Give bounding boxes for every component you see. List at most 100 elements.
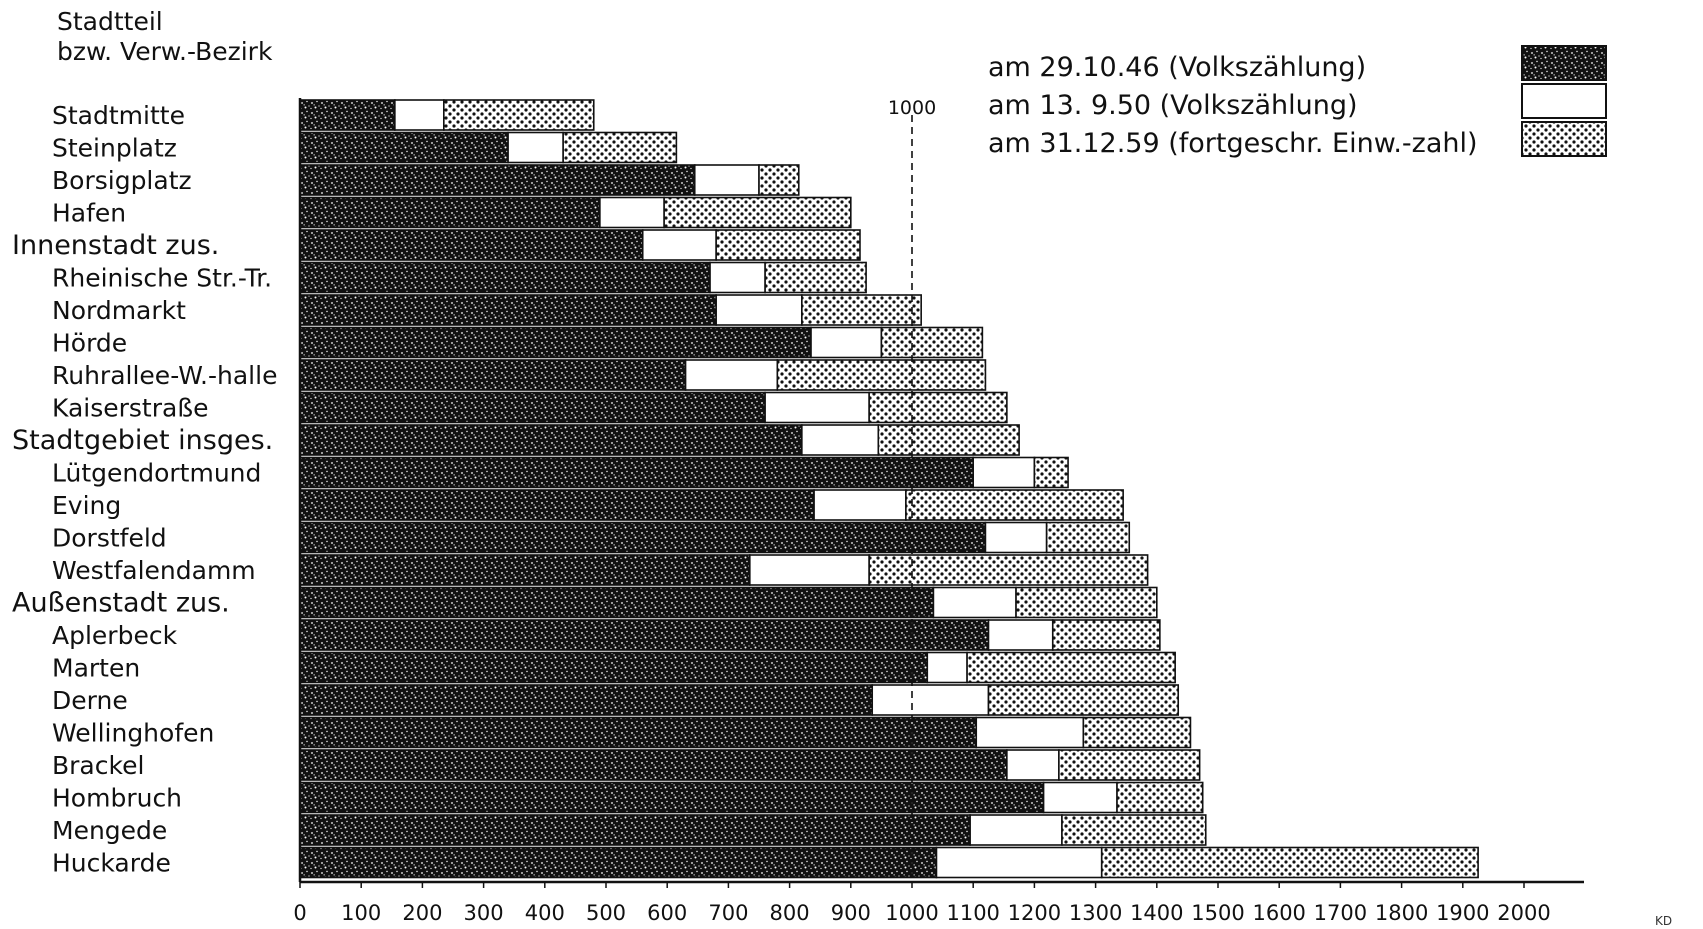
bar-segment-1959 (966, 651, 1176, 684)
bar-row-hombruch (299, 781, 1204, 814)
bar-segment-1959 (562, 131, 678, 164)
category-label: Außenstadt zus. (12, 588, 230, 619)
bar-row-westfalendamm (299, 554, 1149, 586)
bar-row-hafen (299, 196, 852, 229)
x-tick-label: 500 (586, 901, 626, 925)
bar-segment-1959 (764, 261, 867, 294)
bar-segment-1950 (926, 651, 968, 684)
x-tick-label: 200 (402, 901, 442, 925)
y-axis-title-line2: bzw. Verw.-Bezirk (57, 37, 273, 66)
bar-segment-1950 (935, 846, 1103, 879)
bar-segment-1946 (299, 391, 766, 424)
bar-segment-1959 (880, 326, 984, 359)
bar-segment-1950 (871, 684, 990, 716)
bar-segment-1946 (299, 619, 990, 651)
x-tick-label: 600 (647, 901, 687, 925)
bar-row-ruhrallee-w-halle (299, 359, 987, 391)
bar-segment-1950 (641, 229, 717, 261)
legend-swatch-segment-1946 (1521, 45, 1607, 81)
bar-segment-1959 (1061, 814, 1207, 846)
category-label: Westfalendamm (52, 556, 256, 585)
category-label: Borsigplatz (52, 166, 192, 195)
category-labels: Stadtmitte Steinplatz Borsigplatz HafenInne… (12, 101, 277, 878)
x-tick-label: 1100 (946, 901, 999, 925)
bar-segment-1946 (299, 716, 978, 749)
bar-row-derne (299, 684, 1180, 716)
category-label: Stadtgebiet insges. (12, 425, 273, 456)
bar-segment-1946 (299, 229, 644, 261)
category-label: Wellinghofen (52, 719, 214, 748)
bar-segment-1946 (299, 554, 751, 586)
x-tick-label: 1300 (1069, 901, 1122, 925)
bar-segment-1946 (299, 456, 975, 489)
x-tick-label: 1200 (1008, 901, 1061, 925)
bar-segment-1950 (975, 716, 1085, 749)
x-tick-label: 1500 (1191, 901, 1244, 925)
bar-segment-1959 (1051, 619, 1161, 651)
bar-row-brackel (299, 749, 1201, 781)
x-tick-label: 300 (464, 901, 504, 925)
bar-segment-1946 (299, 521, 987, 554)
bar-segment-1959 (1058, 749, 1201, 781)
category-label: Derne (52, 686, 128, 715)
category-label: Hafen (52, 199, 126, 228)
bar-segment-1950 (599, 196, 665, 229)
bar-segment-1959 (1100, 846, 1479, 879)
bar-segment-1946 (299, 846, 938, 879)
category-label: Hombruch (52, 784, 182, 813)
bar-segment-1950 (1042, 781, 1118, 814)
bar-row-aussenstadt-zus (299, 586, 1158, 619)
x-tick-label: 1800 (1375, 901, 1428, 925)
x-tick-label: 1900 (1436, 901, 1489, 925)
category-label: Mengede (52, 816, 167, 845)
bar-row-hoerde (299, 326, 984, 359)
bar-segment-1946 (299, 586, 935, 619)
bar-segment-1959 (776, 359, 987, 391)
bar-segment-1946 (299, 749, 1008, 781)
category-label: Nordmarkt (52, 296, 186, 325)
bar-row-huckarde (299, 846, 1479, 879)
bar-segment-1950 (1006, 749, 1060, 781)
category-label: Eving (52, 491, 121, 520)
bar-row-stadtgebiet-insges (299, 424, 1020, 456)
bar-segment-1950 (715, 294, 803, 326)
category-label: Lütgendortmund (52, 459, 261, 488)
x-tick-label: 2000 (1497, 901, 1550, 925)
x-tick-label: 1700 (1314, 901, 1367, 925)
x-tick-label: 900 (831, 901, 871, 925)
bar-row-dorstfeld (299, 521, 1131, 554)
bar-segment-1959 (801, 294, 922, 326)
legend-label-segment-1959: am 31.12.59 (fortgeschr. Einw.-zahl) (988, 128, 1478, 159)
x-tick-label: 800 (770, 901, 810, 925)
bar-segment-1959 (1015, 586, 1158, 619)
bar-segment-1950 (764, 391, 870, 424)
reference-line-label: 1000 (888, 97, 936, 119)
corner-mark: KD (1655, 914, 1672, 928)
bar-segment-1950 (693, 164, 760, 196)
bar-segment-1959 (905, 489, 1124, 521)
x-tick-label: 0 (293, 901, 306, 925)
bar-row-eving (299, 489, 1124, 521)
bar-segment-1959 (868, 554, 1149, 586)
bar-segment-1950 (987, 619, 1054, 651)
bar-row-marten (299, 651, 1176, 684)
bar-segment-1946 (299, 131, 509, 164)
bar-segment-1959 (1045, 521, 1131, 554)
bar-segment-1946 (299, 99, 396, 131)
bar-row-nordmarkt (299, 294, 922, 326)
bar-segment-1959 (663, 196, 852, 229)
bar-segment-1959 (758, 164, 800, 196)
bar-segment-1946 (299, 326, 812, 359)
x-axis: 0 100 200 300 400 500 600 700 800 900 1000 1100 1200… (293, 98, 1584, 925)
bar-segment-1946 (299, 164, 696, 196)
bar-segment-1959 (877, 424, 1020, 456)
bar-row-rheinische-str-tr (299, 261, 867, 294)
bar-segment-1946 (299, 781, 1045, 814)
bar-segment-1959 (987, 684, 1180, 716)
bar-segment-1959 (1033, 456, 1069, 489)
bar-segment-1959 (1082, 716, 1192, 749)
bar-segment-1950 (684, 359, 779, 391)
bar-segment-1946 (299, 294, 717, 326)
bar-segment-1950 (394, 99, 445, 131)
